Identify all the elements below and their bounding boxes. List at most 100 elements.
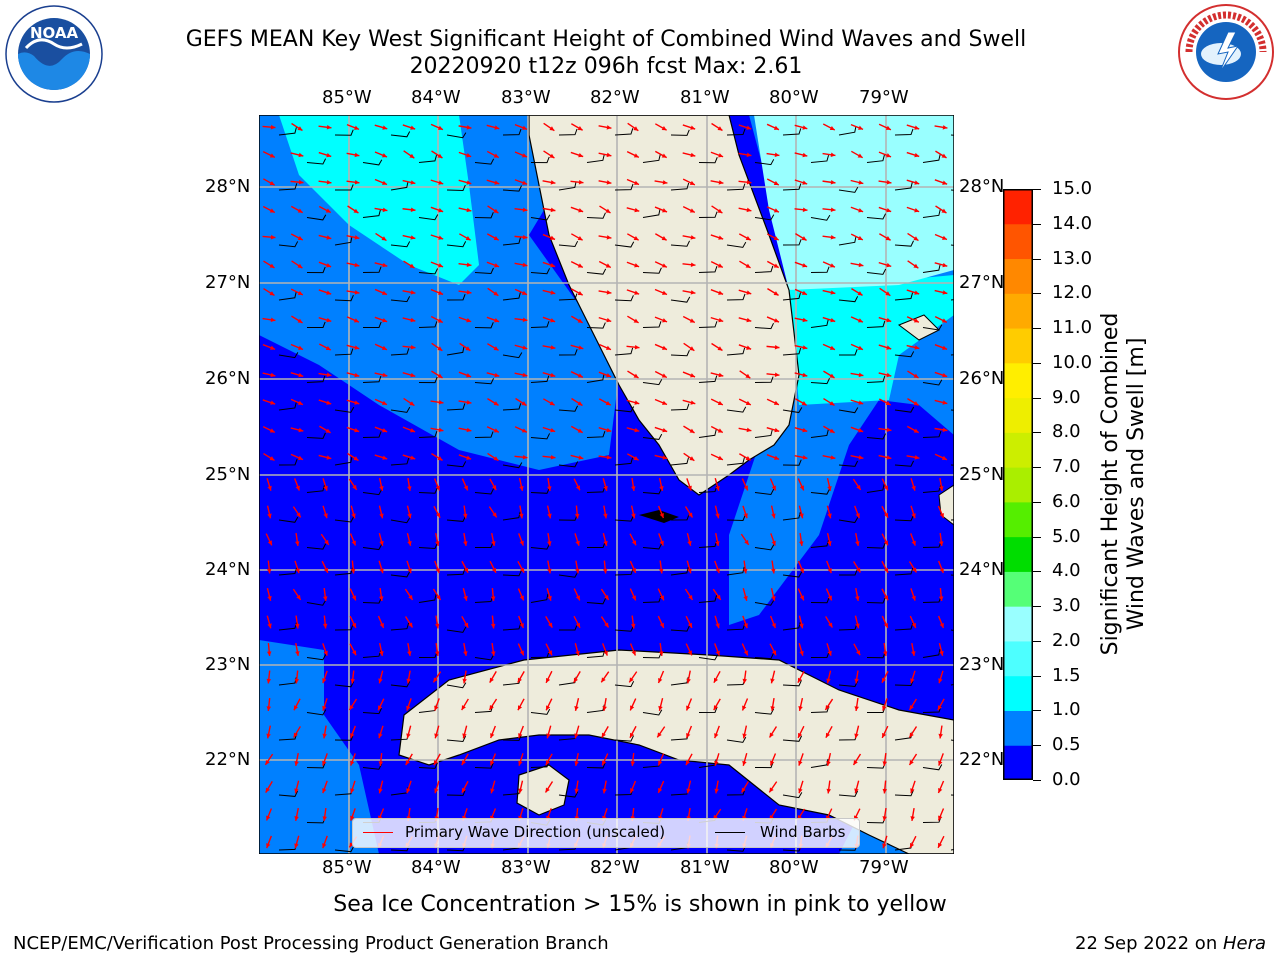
wave-direction-arrowhead xyxy=(830,235,836,240)
wave-direction-arrowhead xyxy=(381,290,387,295)
wave-direction-arrowhead xyxy=(326,152,332,158)
wind-barb xyxy=(698,595,718,603)
wave-direction-arrowhead xyxy=(437,373,443,378)
wave-direction-arrowhead xyxy=(270,372,276,378)
wave-direction-arrowhead xyxy=(466,262,472,268)
wind-barb xyxy=(418,376,438,384)
wave-direction-arrowhead xyxy=(854,706,859,711)
wind-barb xyxy=(530,651,550,658)
wave-direction-arrowhead xyxy=(690,373,696,378)
wave-direction-arrowhead xyxy=(381,345,387,350)
wave-direction-arrowhead xyxy=(322,678,327,684)
wind-barb xyxy=(586,598,607,605)
wave-direction-arrowhead xyxy=(854,678,859,684)
wind-barb xyxy=(586,212,606,219)
wave-direction-arrowhead xyxy=(941,455,947,460)
wave-direction-arrowhead xyxy=(269,428,275,433)
wave-direction-arrowhead xyxy=(521,401,527,406)
wave-direction-arrowhead xyxy=(349,704,354,710)
wave-direction-arrowhead xyxy=(853,760,858,765)
wind-barb xyxy=(446,789,466,796)
colorbar-tick-mark xyxy=(1033,780,1041,781)
florida-keys xyxy=(639,510,679,523)
wave-direction-arrowhead xyxy=(746,290,752,295)
wave-direction-arrowhead xyxy=(658,705,663,711)
lon-tick-label: 82°W xyxy=(590,87,640,108)
wave-direction-arrowhead xyxy=(912,567,917,573)
wave-direction-arrowhead xyxy=(746,317,752,323)
wave-direction-arrowhead xyxy=(574,513,580,519)
wave-direction-arrowhead xyxy=(351,595,356,601)
wind-barb xyxy=(446,403,466,411)
wind-barb xyxy=(922,764,943,771)
wind-barb xyxy=(866,268,887,275)
wave-direction-arrowhead xyxy=(769,787,774,793)
wave-direction-arrowhead xyxy=(410,235,416,240)
wave-direction-arrowhead xyxy=(886,427,892,433)
wind-barb xyxy=(726,566,745,576)
wave-direction-arrowhead xyxy=(323,485,328,491)
wave-direction-arrowhead xyxy=(717,263,723,268)
wind-barb xyxy=(418,542,438,549)
wave-direction-arrowhead xyxy=(547,650,552,656)
wave-direction-arrowhead xyxy=(466,125,472,130)
wind-barb xyxy=(474,762,494,769)
wave-direction-arrowhead xyxy=(295,485,300,491)
colorbar-tick-label: 13.0 xyxy=(1052,247,1093,269)
wave-direction-arrowhead xyxy=(827,513,832,519)
wave-direction-arrowhead xyxy=(743,513,748,519)
wind-barb xyxy=(306,214,327,221)
wave-direction-arrowhead xyxy=(886,153,892,158)
wave-direction-arrowhead xyxy=(435,541,440,546)
wave-direction-arrowhead xyxy=(406,788,411,794)
wind-barb xyxy=(614,515,634,522)
wind-barb xyxy=(418,214,439,221)
wave-direction-arrowhead xyxy=(911,622,916,628)
wind-barb xyxy=(894,679,914,687)
wave-direction-arrowhead xyxy=(662,180,668,185)
wind-barb xyxy=(894,789,914,797)
wave-direction-arrowhead xyxy=(634,263,640,268)
wave-direction-arrowhead xyxy=(577,401,583,406)
wind-barb xyxy=(670,566,689,576)
colorbar-segment xyxy=(1003,675,1033,711)
wave-direction-arrowhead xyxy=(886,262,892,268)
wave-direction-arrowhead xyxy=(466,207,472,213)
wave-direction-arrowhead xyxy=(298,179,304,185)
wind-barb xyxy=(334,348,354,356)
wave-direction-arrowhead xyxy=(265,787,270,793)
wind-barb xyxy=(754,599,775,606)
wave-direction-arrowhead xyxy=(547,486,552,491)
wind-barb xyxy=(810,378,830,385)
wind-barb xyxy=(670,457,689,466)
wind-barb xyxy=(530,321,550,328)
wave-direction-arrowhead xyxy=(491,541,496,546)
wave-direction-arrowhead xyxy=(713,705,718,711)
wave-direction-arrowhead xyxy=(687,540,692,546)
wave-direction-arrowhead xyxy=(634,344,640,350)
wave-direction-arrowhead xyxy=(518,760,523,766)
wave-direction-arrowhead xyxy=(354,290,360,295)
wind-barb xyxy=(390,131,411,138)
wind-barb xyxy=(642,488,663,495)
wind-barb xyxy=(586,430,606,438)
wave-direction-arrowhead xyxy=(578,179,584,185)
wave-direction-arrowhead xyxy=(434,705,439,711)
wave-direction-arrowhead xyxy=(939,650,944,656)
wave-direction-arrowhead xyxy=(351,650,357,656)
wave-direction-arrowhead xyxy=(382,455,388,460)
wave-direction-arrowhead xyxy=(886,455,892,460)
wave-direction-arrowhead xyxy=(745,373,751,379)
wave-direction-arrowhead xyxy=(938,815,943,821)
wave-direction-arrowhead xyxy=(717,428,723,433)
wind-barb xyxy=(278,459,298,466)
wave-direction-arrowhead xyxy=(606,152,612,158)
wind-barb xyxy=(558,181,577,191)
wave-direction-arrowhead xyxy=(715,541,720,546)
wave-direction-arrowhead xyxy=(577,373,583,378)
wind-barb xyxy=(558,791,579,798)
wave-direction-arrowhead xyxy=(827,595,832,601)
wave-direction-arrowhead xyxy=(574,705,579,711)
wave-direction-arrowhead xyxy=(713,677,719,683)
wind-barb xyxy=(838,790,859,797)
